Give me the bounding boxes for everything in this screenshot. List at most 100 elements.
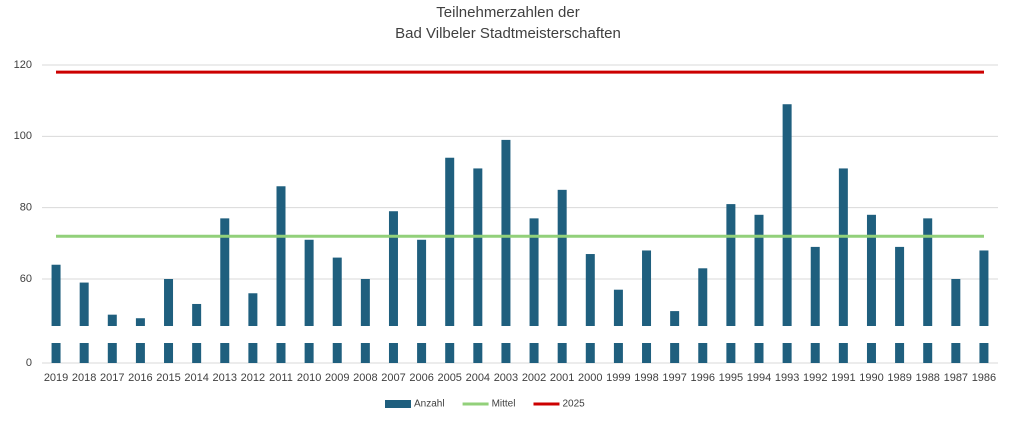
bar [698, 268, 708, 326]
x-tick-label: 1998 [634, 372, 658, 384]
bar [501, 139, 511, 326]
x-tick-label: 1990 [859, 372, 883, 384]
bar-base [79, 343, 89, 363]
x-tick-label: 1991 [831, 372, 855, 384]
bar-base [557, 343, 567, 363]
bar [613, 289, 623, 326]
bar [107, 314, 117, 326]
bar-base [923, 343, 933, 363]
y-tick-label: 0 [26, 357, 32, 369]
bar-base [473, 343, 483, 363]
bar-base [417, 343, 427, 363]
bar [726, 204, 736, 326]
bar [304, 239, 314, 326]
bar-base [304, 343, 314, 363]
x-tick-label: 2019 [44, 372, 68, 384]
x-tick-label: 2006 [409, 372, 433, 384]
x-tick-label: 2017 [100, 372, 124, 384]
y-tick-label: 100 [14, 130, 32, 142]
bar-base [670, 343, 680, 363]
x-tick-label: 2011 [269, 372, 293, 384]
bar [810, 246, 820, 326]
bar [276, 186, 286, 326]
bar-base [164, 343, 174, 363]
x-tick-label: 1996 [691, 372, 715, 384]
bar [360, 279, 370, 326]
bar [192, 303, 202, 326]
bar-base [951, 343, 961, 363]
bar-base [866, 343, 876, 363]
x-tick-label: 2013 [213, 372, 237, 384]
chart-title: Teilnehmerzahlen der [436, 4, 579, 21]
chart-title: Bad Vilbeler Stadtmeisterschaften [395, 25, 621, 42]
bar-base [613, 343, 623, 363]
x-tick-label: 1989 [887, 372, 911, 384]
bar-base [360, 343, 370, 363]
legend-label: Anzahl [414, 399, 445, 410]
x-tick-label: 2018 [72, 372, 96, 384]
bar-base [276, 343, 286, 363]
legend-label: 2025 [562, 399, 585, 410]
bar [838, 168, 848, 326]
x-tick-label: 1995 [719, 372, 743, 384]
bar-base [642, 343, 652, 363]
x-tick-label: 2009 [325, 372, 349, 384]
bar-base [698, 343, 708, 363]
bar-base [585, 343, 595, 363]
x-tick-label: 2014 [184, 372, 208, 384]
bar-base [51, 343, 61, 363]
bar-base [220, 343, 230, 363]
bar [388, 211, 398, 326]
x-tick-label: 2010 [297, 372, 321, 384]
x-tick-label: 2012 [241, 372, 265, 384]
x-tick-label: 2005 [437, 372, 461, 384]
bar [782, 104, 792, 326]
bar [529, 218, 539, 326]
x-tick-label: 1993 [775, 372, 799, 384]
x-tick-label: 1994 [747, 372, 771, 384]
x-tick-label: 1997 [662, 372, 686, 384]
bar-base [135, 343, 145, 363]
x-tick-label: 2001 [550, 372, 574, 384]
bar-base [107, 343, 117, 363]
x-tick-label: 1992 [803, 372, 827, 384]
bar [332, 257, 342, 326]
x-tick-label: 1986 [972, 372, 996, 384]
bar-base [838, 343, 848, 363]
x-tick-label: 2015 [156, 372, 180, 384]
bar-base [810, 343, 820, 363]
y-tick-label: 60 [20, 273, 32, 285]
x-tick-label: 2000 [578, 372, 602, 384]
x-tick-label: 2007 [381, 372, 405, 384]
bar [135, 318, 145, 326]
bar-base [388, 343, 398, 363]
bar-base [782, 343, 792, 363]
bar [473, 168, 483, 326]
bar [923, 218, 933, 326]
bar [417, 239, 427, 326]
x-tick-label: 1988 [915, 372, 939, 384]
bar-base [332, 343, 342, 363]
bar [642, 250, 652, 326]
bar [754, 214, 764, 326]
y-tick-label: 80 [20, 202, 32, 214]
bar-base [501, 343, 511, 363]
bar-base [248, 343, 258, 363]
bar-base [445, 343, 455, 363]
bar [895, 246, 905, 326]
bar [164, 279, 174, 326]
x-tick-label: 2016 [128, 372, 152, 384]
bar-base [754, 343, 764, 363]
bar [866, 214, 876, 326]
bar [51, 264, 61, 326]
x-tick-label: 1999 [606, 372, 630, 384]
legend-label: Mittel [492, 399, 516, 410]
bar [585, 254, 595, 326]
bar [220, 218, 230, 326]
y-tick-label: 120 [14, 59, 32, 71]
bar-base [979, 343, 989, 363]
x-tick-label: 2003 [494, 372, 518, 384]
x-tick-label: 2004 [466, 372, 490, 384]
bar [979, 250, 989, 326]
